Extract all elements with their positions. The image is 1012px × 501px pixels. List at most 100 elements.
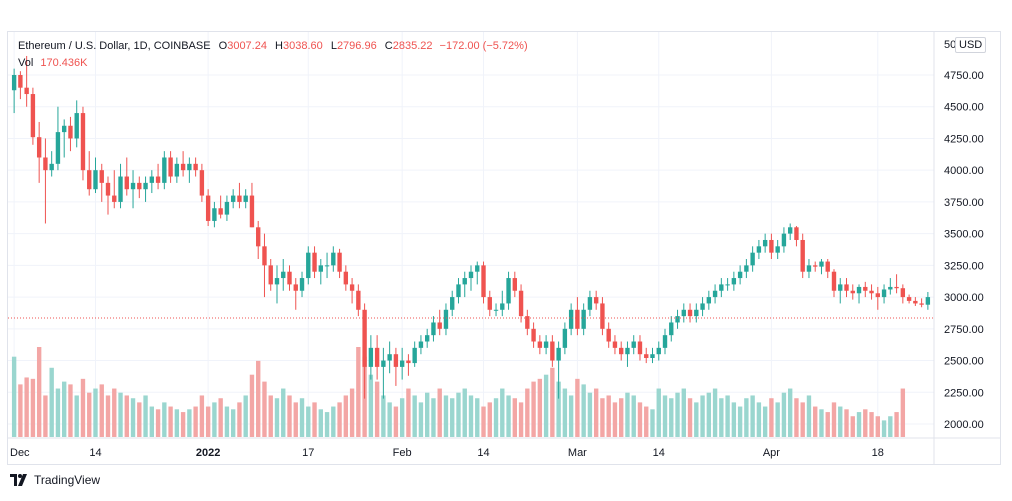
candle-body [856,286,862,294]
volume-bar [819,409,824,437]
volume-bar [756,402,762,437]
candle-body [531,328,536,342]
time-tick-label: Mar [568,447,587,459]
volume-bar [24,377,29,437]
volume-bar [681,388,686,437]
volume-bar [487,402,492,437]
tradingview-logo[interactable]: TradingView [10,473,100,487]
candle-body [619,347,624,355]
candle-body [819,261,824,267]
volume-bar [525,388,530,437]
candle-body [800,239,805,272]
candle-body [93,170,98,190]
volume-bar [543,374,549,437]
time-tick-label: Feb [393,447,412,459]
time-tick-label: Apr [763,447,780,459]
change-value: −172.00 (−5.72%) [439,40,528,52]
candle-body [719,284,724,291]
volume-bar [888,416,893,437]
candle-body [906,297,912,301]
price-tick-label: 4000.00 [944,165,984,177]
volume-bar [493,398,499,437]
volume-bar [825,412,830,437]
candle-body [437,322,442,329]
volume-bar [831,402,837,437]
candle-body [506,278,511,304]
volume-bar [80,378,86,437]
volume-bar [68,384,73,437]
candle-body [850,290,855,294]
candle-body [293,284,298,291]
volume-bar [18,384,23,437]
price-tick-label: 4500.00 [944,102,984,114]
volume-bar [537,378,543,437]
candle-body [838,284,843,291]
volume-bar [581,384,586,437]
candle-body [162,157,167,183]
time-axis[interactable]: Dec 14 2022 17 Feb 14 Mar 14 Apr 18 [10,447,884,459]
low-label: L [330,40,337,52]
volume-bar [462,388,467,437]
candle-body [831,271,837,291]
volume-bar [619,398,624,437]
price-tick-label: 2250.00 [944,387,984,399]
candle-body [462,278,467,285]
candle-body [55,132,61,164]
candle-body [281,271,286,279]
volume-bar [387,402,392,437]
candle-body [387,354,392,361]
volume-bar [287,395,292,437]
candle-body [725,284,730,286]
volume-bar [193,406,198,437]
candle-body [118,176,123,202]
volume-bar [844,409,849,437]
volume-bar [769,398,774,437]
candle-body [149,176,155,183]
volume-bar [230,409,236,437]
candle-body [475,265,480,272]
volume-bar [237,402,242,437]
volume-bar [105,395,111,437]
volume-bar [187,409,192,437]
volume-bar [781,392,787,437]
candle-body [913,300,918,304]
time-tick-label: 2022 [196,447,220,459]
volume-bar [137,402,142,437]
candle-body [587,297,593,310]
volume-bar [875,416,880,437]
volume-bar [243,395,248,437]
currency-badge[interactable]: USD [955,37,987,53]
candle-body [312,252,317,272]
candle-body [869,290,874,294]
candle-body [374,347,380,367]
volume-bar [694,402,699,437]
volume-bar [900,388,906,437]
price-axis[interactable]: 2000.00 2250.00 2500.00 2750.00 3000.00 3250.… [933,32,984,465]
volume-bar [118,392,123,437]
close-value: 2835.22 [392,40,433,52]
volume-bar [662,395,668,437]
volume-bar [299,398,305,437]
volume-bar [650,409,655,437]
candle-body [406,360,411,364]
volume-bar [719,398,724,437]
volume-bar [550,367,555,437]
candle-body [11,75,17,91]
candle-body [888,286,893,290]
price-tick-label: 4250.00 [944,133,984,145]
candle-body [425,335,430,342]
candle-body [875,293,880,298]
candle-body [706,297,712,304]
chart-frame[interactable] [7,31,1001,465]
volume-bar [99,384,104,437]
volume-bar [737,406,743,437]
price-tick-label: 3500.00 [944,229,984,241]
candle-body [762,239,768,247]
high-value: 3038.60 [282,40,323,52]
volume-bar [806,395,812,437]
volume-bar [11,356,17,437]
candle-body [306,252,311,279]
volume-bar [87,392,92,437]
volume-bar [431,398,436,437]
